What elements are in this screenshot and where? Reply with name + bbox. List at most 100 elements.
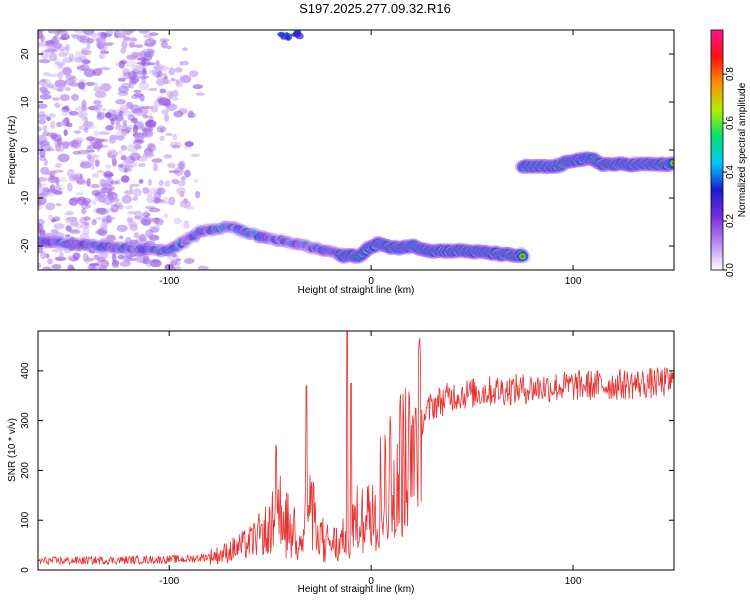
noise-blob bbox=[131, 51, 140, 59]
noise-blob bbox=[40, 50, 50, 59]
noise-blob bbox=[120, 47, 127, 54]
noise-blob bbox=[123, 111, 135, 117]
noise-blob bbox=[38, 119, 46, 125]
noise-blob bbox=[102, 108, 107, 112]
noise-blob bbox=[148, 207, 161, 213]
noise-blob bbox=[70, 219, 79, 227]
noise-blob bbox=[117, 150, 123, 155]
noise-blob bbox=[41, 90, 51, 95]
noise-blob bbox=[88, 154, 100, 159]
noise-blob bbox=[138, 30, 150, 34]
noise-blob bbox=[81, 208, 87, 215]
noise-blob bbox=[133, 144, 142, 150]
noise-blob bbox=[123, 190, 133, 195]
noise-blob bbox=[59, 86, 70, 90]
noise-blob bbox=[68, 53, 75, 62]
noise-blob bbox=[157, 70, 163, 78]
noise-blob bbox=[55, 163, 62, 168]
noise-blob bbox=[142, 127, 154, 132]
noise-blob bbox=[91, 189, 102, 197]
noise-blob bbox=[129, 161, 138, 168]
bottom-x-axis-title: Height of straight line (km) bbox=[298, 584, 415, 595]
top-y-axis: -20 -10 0 10 20 bbox=[20, 48, 674, 253]
noise-blob bbox=[55, 184, 65, 190]
noise-blob bbox=[143, 50, 155, 58]
noise-blob bbox=[68, 140, 77, 145]
noise-blob bbox=[57, 153, 70, 163]
chart-title: S197.2025.277.09.32.R16 bbox=[299, 1, 451, 16]
noise-blob bbox=[93, 130, 100, 137]
noise-blob bbox=[66, 122, 73, 128]
noise-blob bbox=[38, 30, 45, 33]
x-tick-label: -100 bbox=[159, 276, 179, 287]
noise-blob bbox=[197, 265, 209, 270]
noise-blob bbox=[173, 110, 184, 118]
noise-blob bbox=[98, 53, 106, 60]
noise-blob bbox=[65, 74, 76, 80]
noise-blob bbox=[130, 117, 138, 124]
noise-blob bbox=[82, 227, 90, 236]
noise-blob bbox=[165, 103, 178, 111]
noise-blob bbox=[124, 59, 137, 68]
noise-blob bbox=[182, 47, 188, 51]
colorbar-tick-label: 0.0 bbox=[725, 263, 736, 277]
noise-blob bbox=[74, 137, 84, 143]
noise-blob bbox=[38, 192, 48, 199]
noise-blob bbox=[47, 46, 58, 54]
noise-blob bbox=[179, 75, 192, 83]
noise-blob bbox=[82, 30, 95, 36]
noise-blob bbox=[91, 218, 97, 226]
noise-blob bbox=[117, 85, 129, 94]
noise-blob bbox=[73, 57, 85, 63]
noise-blob bbox=[129, 152, 141, 161]
noise-blob bbox=[83, 221, 90, 227]
noise-blob bbox=[86, 43, 91, 50]
noise-blob bbox=[67, 182, 73, 192]
noise-blob bbox=[98, 44, 108, 52]
noise-blob bbox=[65, 43, 70, 53]
noise-blob bbox=[52, 169, 64, 173]
noise-blob bbox=[42, 266, 52, 270]
colorbar: 0.0 0.2 0.4 0.6 0.8 Normalized spectral ampl… bbox=[710, 29, 748, 277]
noise-blob bbox=[184, 205, 195, 210]
noise-blob bbox=[83, 116, 89, 123]
noise-blob bbox=[83, 127, 89, 134]
noise-blob bbox=[177, 162, 184, 168]
noise-blob bbox=[39, 148, 46, 158]
noise-blob bbox=[58, 187, 63, 196]
noise-blob bbox=[38, 103, 48, 109]
noise-blob bbox=[120, 161, 131, 171]
noise-blob bbox=[81, 99, 87, 108]
noise-blob bbox=[40, 166, 50, 175]
noise-blob bbox=[99, 179, 109, 188]
noise-blob bbox=[176, 187, 186, 195]
noise-blob bbox=[50, 120, 56, 130]
noise-blob bbox=[144, 205, 156, 210]
noise-blob bbox=[168, 196, 176, 206]
noise-blob bbox=[160, 40, 168, 49]
noise-blob bbox=[53, 223, 65, 230]
noise-blob bbox=[145, 119, 157, 128]
noise-blob bbox=[168, 91, 174, 100]
noise-blob bbox=[154, 72, 159, 76]
x-tick-label: 100 bbox=[565, 276, 582, 287]
noise-blob bbox=[102, 83, 110, 92]
noise-blob bbox=[120, 130, 128, 136]
noise-blob bbox=[42, 131, 51, 137]
noise-blob bbox=[45, 253, 50, 259]
noise-blob bbox=[71, 93, 79, 101]
noise-blob bbox=[44, 43, 55, 47]
noise-blob bbox=[91, 173, 100, 178]
noise-blob bbox=[98, 131, 110, 136]
noise-blob bbox=[83, 121, 95, 127]
noise-blob bbox=[95, 216, 102, 221]
snr-panel: -100 0 100 0 100 200 300 400 Height of straigh… bbox=[7, 330, 675, 595]
noise-blob bbox=[50, 84, 62, 91]
noise-blob bbox=[175, 258, 182, 262]
noise-blob bbox=[106, 151, 113, 159]
noise-blob bbox=[40, 143, 52, 152]
noise-blob bbox=[145, 105, 154, 110]
noise-blob bbox=[177, 180, 186, 187]
noise-blob bbox=[183, 220, 190, 229]
